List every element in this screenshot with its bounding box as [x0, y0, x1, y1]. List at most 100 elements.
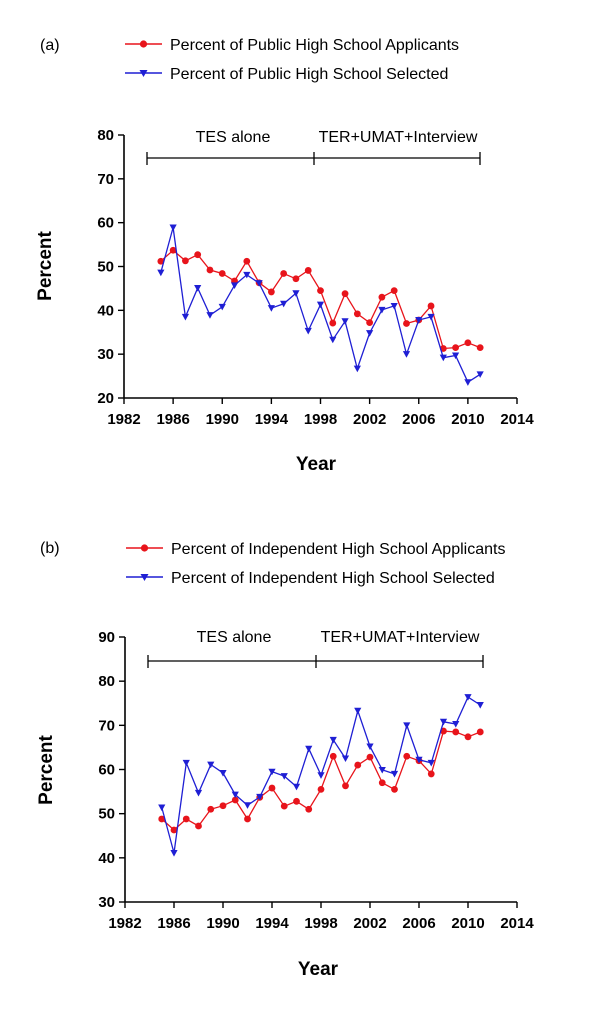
panel-b-xtick-label-2002: 2002	[353, 915, 386, 932]
legend-b-applicants-marker	[140, 544, 149, 552]
panel-a-applicants-point-2005	[403, 320, 410, 327]
panel-a-selected-point-2000	[341, 318, 349, 325]
panel-a-applicants-point-1988	[194, 251, 202, 259]
panel-b-applicants-point-1989	[207, 805, 215, 813]
panel-b-selected-point-1993	[256, 793, 264, 801]
panel-b-applicants-point-2005	[403, 752, 411, 760]
legend-a-selected-label: Percent of Public High School Selected	[170, 66, 448, 83]
panel-b-applicants-point-1997	[305, 805, 313, 813]
panel-b-xtick-label-2010: 2010	[451, 915, 484, 932]
panel-a-ytick-label-50: 50	[97, 259, 114, 276]
panel-b-selected-point-1996	[292, 783, 301, 791]
panel-b-y-title: Percent	[36, 734, 57, 804]
panel-b-applicants-line	[161, 730, 481, 831]
panel-a-xtick-label-1998: 1998	[304, 411, 337, 428]
panel-a-selected-point-1992	[243, 271, 251, 279]
panel-a-applicants-point-2009	[452, 344, 459, 351]
panel-b-phase-tes: TES alone	[197, 629, 272, 646]
panel-a-selected-point-2005	[402, 351, 411, 358]
panel-b-x-title: Year	[298, 959, 339, 980]
panel-b-selected-point-1999	[329, 736, 337, 744]
panel-a-series	[157, 224, 484, 386]
panel-a-selected-point-1991	[230, 282, 239, 289]
legend-b-selected-label: Percent of Independent High School Selec…	[171, 570, 495, 587]
panel-a-label: (a)	[40, 37, 60, 54]
panel-a: (a) Percent of Public High School Applic…	[35, 37, 534, 475]
panel-a-applicants-point-2002	[366, 319, 374, 327]
panel-b-selected-point-1989	[207, 761, 215, 769]
panel-b-ytick-label-50: 50	[98, 806, 115, 823]
panel-a-applicants-point-1990	[218, 270, 226, 277]
panel-a-selected-point-2004	[390, 302, 398, 310]
panel-b-xtick-label-1990: 1990	[206, 915, 239, 932]
panel-b-phase-bracket: TES alone TER+UMAT+Interview	[147, 629, 484, 668]
legend-b-applicants-label: Percent of Independent High School Appli…	[171, 541, 505, 558]
panel-a-selected-point-1993	[255, 280, 263, 287]
panel-b-applicants-point-2007	[427, 770, 435, 778]
legend-a-applicants-marker	[139, 40, 148, 48]
panel-a-selected-point-2011	[476, 371, 484, 378]
panel-b-applicants-point-1985	[158, 815, 166, 823]
panel-a-xtick-label-2006: 2006	[402, 411, 435, 428]
panel-b-phase-ter: TER+UMAT+Interview	[321, 629, 480, 646]
panel-b-applicants-point-2002	[366, 753, 374, 761]
panel-b-applicants-point-1994	[268, 784, 276, 792]
panel-a-applicants-point-1996	[292, 275, 300, 283]
panel-b-selected-point-1990	[219, 770, 227, 777]
legend-b-selected-marker	[140, 574, 149, 581]
panel-a-applicants-line	[160, 249, 481, 350]
panel-b-applicants-point-2011	[476, 728, 484, 736]
panel-b-selected-point-2002	[366, 743, 374, 751]
panel-a-applicants-point-1998	[317, 287, 324, 295]
panel-a-applicants-point-1992	[243, 257, 251, 265]
panel-a-xtick-label-1990: 1990	[206, 411, 239, 428]
panel-a-selected-point-2002	[366, 330, 374, 337]
panel-a-xtick-label-1994: 1994	[255, 411, 289, 428]
panel-b-applicants-point-1991	[231, 796, 239, 804]
panel-a-phase-bracket: TES alone TER+UMAT+Interview	[146, 129, 481, 165]
panel-b: (b) Percent of Independent High School A…	[36, 540, 534, 980]
panel-a-x-title: Year	[296, 454, 337, 475]
panel-b-selected-point-2005	[403, 722, 411, 729]
panel-b-xtick-label-2006: 2006	[402, 915, 435, 932]
panel-b-ytick-label-70: 70	[98, 717, 115, 734]
panel-b-applicants-point-1995	[280, 802, 288, 810]
panel-b-xtick-label-1982: 1982	[108, 915, 141, 932]
panel-b-series	[158, 694, 484, 857]
panel-b-selected-point-1991	[231, 791, 239, 799]
panel-a-selected-point-1987	[181, 313, 190, 321]
panel-a-legend: Percent of Public High School Applicants…	[125, 37, 459, 83]
panel-a-applicants-point-2004	[390, 287, 398, 295]
panel-b-applicants-point-1987	[182, 815, 190, 823]
panel-a-selected-point-1989	[206, 312, 214, 319]
panel-a-selected-point-2007	[427, 313, 435, 321]
panel-a-applicants-point-1986	[169, 246, 177, 254]
panel-a-applicants-point-1994	[267, 288, 275, 296]
panel-a-applicants-point-1997	[304, 267, 312, 274]
panel-a-selected-point-1990	[218, 303, 226, 311]
panel-b-selected-point-2004	[390, 770, 399, 778]
panel-b-xtick-label-1998: 1998	[304, 915, 337, 932]
panel-b-selected-point-1994	[268, 768, 276, 776]
panel-b-applicants-point-1996	[293, 797, 300, 805]
panel-b-legend: Percent of Independent High School Appli…	[126, 541, 505, 587]
panel-a-selected-point-2006	[415, 316, 423, 324]
panel-b-selected-point-1987	[182, 759, 190, 767]
panel-a-ytick-label-60: 60	[97, 215, 114, 232]
panel-b-selected-point-2000	[341, 755, 350, 763]
panel-b-applicants-point-1992	[244, 815, 251, 823]
panel-a-xtick-label-1986: 1986	[156, 411, 189, 428]
panel-a-applicants-point-2007	[427, 302, 435, 310]
panel-a-phase-tes: TES alone	[196, 129, 271, 146]
panel-a-applicants-point-2000	[341, 290, 349, 298]
panel-b-selected-point-1986	[170, 849, 178, 857]
panel-b-selected-point-1988	[194, 789, 203, 797]
panel-a-ytick-label-20: 20	[97, 390, 114, 407]
panel-a-applicants-point-1985	[157, 257, 165, 265]
panel-b-selected-point-2011	[476, 702, 484, 709]
panel-a-applicants-point-2010	[464, 339, 472, 347]
panel-a-selected-point-1994	[267, 305, 275, 312]
panel-a-x-ticks: 1982 1986 1990 1994 1998 2002 2006 2010 2014	[107, 398, 534, 428]
panel-b-applicants-point-1988	[195, 822, 202, 830]
